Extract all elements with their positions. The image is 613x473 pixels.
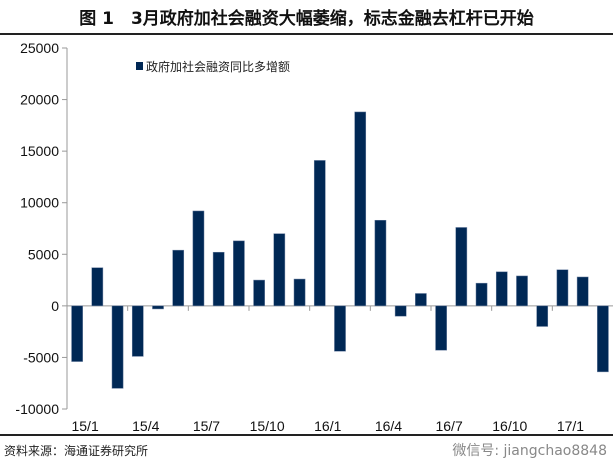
bar-16/2 [334, 305, 346, 352]
bar-15/3 [111, 305, 124, 389]
y-tick-label: 25000 [20, 40, 59, 56]
bar-17/1 [556, 269, 569, 307]
bar-15/2 [91, 267, 104, 307]
x-tick-label: 15/4 [132, 418, 159, 434]
figure-title: 图 1 3月政府加社会融资大幅萎缩，标志金融去杠杆已开始 [79, 9, 534, 29]
y-tick-label: 5000 [28, 246, 59, 262]
bar-15/9 [233, 240, 245, 307]
x-tick-label: 15/10 [250, 418, 285, 434]
y-tick-label: 20000 [20, 92, 59, 108]
bar-15/11 [273, 233, 286, 307]
bar-17/3 [597, 305, 609, 373]
bar-15/6 [172, 249, 185, 307]
x-tick-label: 16/1 [314, 418, 341, 434]
x-tick-label: 16/10 [492, 418, 527, 434]
x-tick-label: 17/1 [557, 418, 584, 434]
bar-15/12 [293, 278, 306, 307]
bar-15/4 [131, 305, 144, 357]
title-divider [0, 33, 613, 35]
bar-16/8 [455, 227, 468, 307]
bar-16/3 [354, 111, 367, 307]
footer-divider [0, 434, 613, 436]
bar-15/10 [253, 279, 265, 307]
y-tick-label: -10000 [15, 401, 59, 417]
y-tick-label: -5000 [23, 349, 59, 365]
bar-16/11 [516, 275, 528, 307]
legend-swatch [136, 62, 143, 70]
y-tick-label: 10000 [20, 195, 59, 211]
bar-15/8 [212, 251, 225, 307]
bar-16/12 [536, 305, 549, 327]
x-tick-label: 15/1 [71, 418, 98, 434]
bar-16/6 [415, 293, 427, 307]
bar-15/1 [71, 305, 83, 362]
bar-17/2 [576, 276, 589, 307]
bar-16/10 [495, 271, 508, 307]
watermark: 微信号: jiangchao8848 [452, 443, 607, 459]
bar-16/9 [475, 282, 488, 307]
bar-16/5 [394, 305, 407, 317]
x-tick-label: 15/7 [193, 418, 220, 434]
y-tick-label: 15000 [20, 143, 59, 159]
bar-15/7 [192, 210, 205, 307]
x-tick-label: 16/7 [435, 418, 462, 434]
y-tick-label: 0 [51, 298, 59, 314]
bar-16/4 [374, 219, 387, 307]
bar-16/1 [313, 160, 326, 307]
source-note: 资料来源：海通证券研究所 [4, 444, 149, 458]
bar-16/7 [435, 305, 447, 351]
legend-label: 政府加社会融资同比多增额 [146, 59, 290, 74]
x-tick-label: 16/4 [375, 418, 402, 434]
bar-15/5 [152, 305, 164, 310]
